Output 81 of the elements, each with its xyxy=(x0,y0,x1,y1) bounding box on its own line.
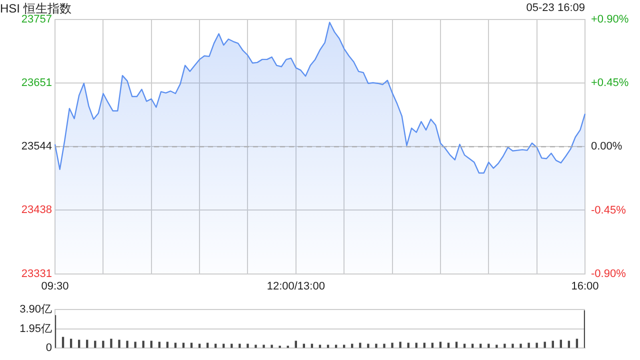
y-tick-label: 3.90亿 xyxy=(20,304,52,316)
bar xyxy=(62,336,64,348)
bar xyxy=(383,344,386,348)
y-tick-label: 0 xyxy=(46,342,52,354)
bar xyxy=(560,340,562,348)
bar xyxy=(520,344,522,348)
y-tick-label: 23757 xyxy=(21,13,52,26)
bar xyxy=(367,344,370,348)
bar xyxy=(126,340,128,348)
bar xyxy=(182,342,185,348)
bar xyxy=(222,344,225,348)
bar xyxy=(302,344,306,348)
bar xyxy=(455,342,458,348)
bar xyxy=(270,344,273,348)
y2-tick-label: +0.45% xyxy=(591,77,629,90)
bar xyxy=(78,340,80,348)
bar xyxy=(512,344,514,348)
y-tick-label: 23651 xyxy=(21,76,52,89)
bar xyxy=(343,344,346,348)
bar xyxy=(439,342,442,348)
bar xyxy=(504,344,506,348)
bar xyxy=(102,340,104,348)
bar xyxy=(568,340,570,348)
bar xyxy=(94,340,96,348)
bar xyxy=(359,342,362,348)
x-tick-label: 16:00 xyxy=(571,280,599,293)
bar xyxy=(174,342,177,348)
bar xyxy=(318,344,322,348)
bar xyxy=(431,342,434,348)
bar xyxy=(166,342,169,348)
bar xyxy=(214,344,217,348)
bar xyxy=(552,340,554,348)
bar xyxy=(110,338,112,348)
bar xyxy=(198,344,201,348)
bar xyxy=(528,342,530,348)
bar xyxy=(463,344,466,348)
bar xyxy=(496,344,498,348)
bar xyxy=(423,342,426,348)
x-tick-label: 09:30 xyxy=(41,280,69,293)
bar xyxy=(118,340,120,348)
bar xyxy=(407,342,410,348)
bar xyxy=(294,340,297,348)
bar xyxy=(190,342,193,348)
bar xyxy=(254,344,257,348)
bar xyxy=(391,342,394,348)
y-tick-label: 23331 xyxy=(21,268,52,280)
bar xyxy=(86,340,88,348)
bar xyxy=(576,338,578,348)
bar xyxy=(134,342,136,348)
bar xyxy=(415,342,418,348)
bar xyxy=(447,342,450,348)
bar xyxy=(334,344,338,348)
bar xyxy=(310,344,314,348)
y2-tick-label: 0.00% xyxy=(591,140,622,153)
bar xyxy=(488,344,490,348)
y2-tick-label: -0.45% xyxy=(591,204,626,216)
y-tick-label: 1.95亿 xyxy=(20,322,52,335)
bar xyxy=(238,344,241,348)
x-tick-label: 12:00/13:00 xyxy=(266,280,325,293)
y-tick-label: 23438 xyxy=(21,204,52,216)
bar xyxy=(536,342,538,348)
bar xyxy=(70,338,72,348)
bar xyxy=(246,344,249,348)
bar xyxy=(375,344,378,348)
bar xyxy=(471,344,474,348)
bar xyxy=(158,342,160,348)
bar xyxy=(399,342,402,348)
bar xyxy=(150,340,152,348)
bar xyxy=(326,344,330,348)
chart-title: HSI 恒生指数 xyxy=(0,2,72,16)
bar xyxy=(206,342,209,348)
bar xyxy=(544,342,546,348)
text: 05-23 16:09 xyxy=(526,2,585,14)
bar xyxy=(480,344,482,348)
bar xyxy=(351,344,354,348)
bar xyxy=(262,344,265,348)
y2-tick-label: -0.90% xyxy=(591,268,626,280)
y-tick-label: 23544 xyxy=(21,140,52,153)
bar xyxy=(142,340,144,348)
bar xyxy=(230,344,233,348)
y2-tick-label: +0.90% xyxy=(591,13,629,26)
